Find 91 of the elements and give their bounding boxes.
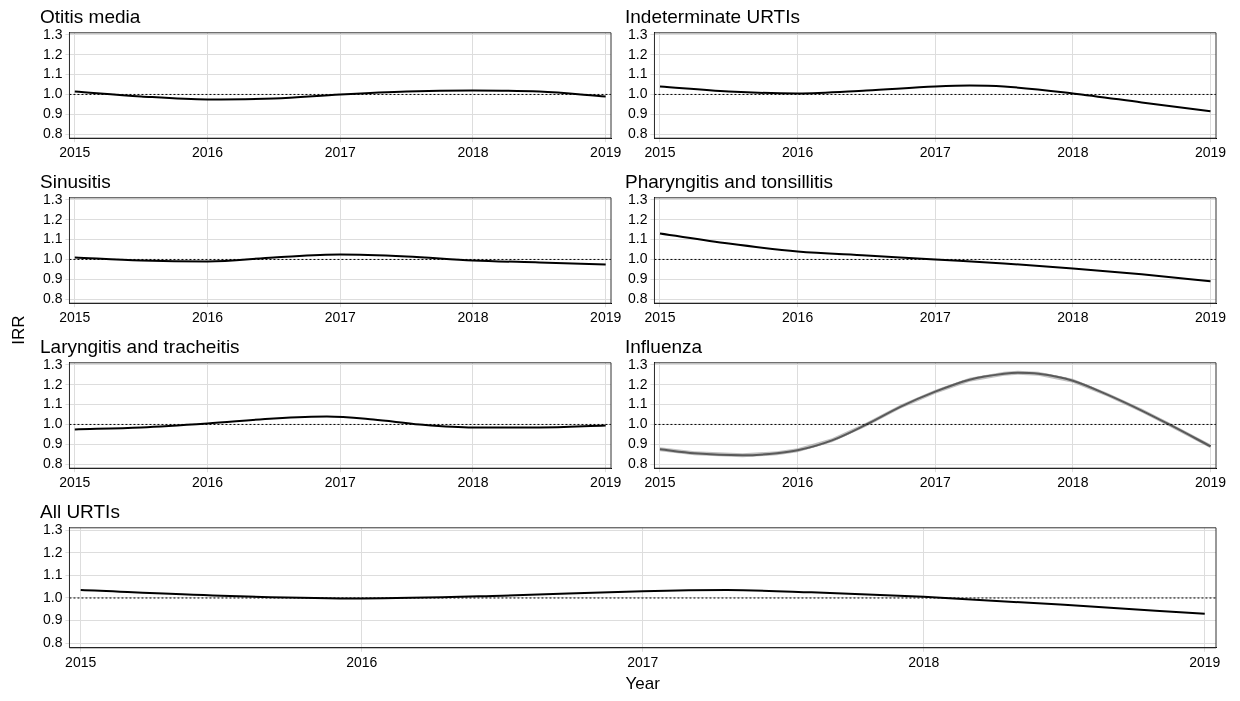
chart-title: All URTIs	[40, 500, 120, 522]
x-tick-label: 2019	[590, 144, 622, 161]
y-tick-label: 1.2	[627, 210, 648, 227]
y-tick-label: 0.9	[42, 435, 63, 452]
y-axis-title: IRR	[8, 315, 29, 345]
x-tick-label: 2018	[457, 309, 489, 326]
y-tick-label: 1.2	[42, 543, 63, 560]
x-tick-label: 2019	[590, 309, 622, 326]
line-series	[658, 232, 1212, 283]
x-tick-label: 2015	[59, 309, 91, 326]
y-tick-label: 0.9	[627, 105, 648, 122]
y-tick-label: 1.0	[627, 85, 648, 102]
y-tick-label: 1.1	[627, 65, 648, 82]
x-tick-label: 2015	[644, 144, 676, 161]
x-tick-label: 2015	[59, 474, 91, 491]
y-tick-label: 1.3	[42, 520, 63, 537]
y-tick-label: 1.3	[42, 190, 63, 207]
y-tick-label: 1.0	[42, 250, 63, 267]
y-tick-label: 1.0	[42, 415, 63, 432]
x-tick-label: 2017	[324, 309, 357, 326]
y-tick-label: 1.0	[42, 85, 63, 102]
y-tick-label: 1.1	[42, 566, 63, 583]
x-tick-label: 2018	[1057, 309, 1089, 326]
chart-title: Pharyngitis and tonsillitis	[625, 170, 834, 192]
y-tick-label: 1.3	[627, 25, 648, 42]
y-tick-label: 0.8	[627, 290, 648, 307]
line-series	[73, 415, 607, 431]
y-tick-label: 1.0	[627, 415, 648, 432]
y-tick-label: 1.1	[627, 395, 648, 412]
chart-title: Sinusitis	[40, 170, 111, 192]
y-tick-label: 1.3	[627, 190, 648, 207]
y-tick-label: 1.2	[42, 375, 63, 392]
y-tick-label: 1.3	[627, 355, 648, 372]
x-tick-label: 2015	[65, 654, 97, 671]
y-tick-label: 1.1	[627, 230, 648, 247]
y-tick-label: 0.9	[42, 105, 63, 122]
x-tick-label: 2015	[644, 309, 676, 326]
y-tick-label: 0.9	[42, 611, 63, 628]
chart-title: Indeterminate URTIs	[625, 5, 800, 27]
x-tick-label: 2016	[782, 474, 814, 491]
x-tick-label: 2018	[457, 474, 489, 491]
chart-title: Otitis media	[40, 5, 141, 27]
x-tick-label: 2016	[782, 144, 814, 161]
y-tick-label: 1.2	[627, 375, 648, 392]
y-tick-label: 1.2	[627, 45, 648, 62]
y-tick-label: 0.9	[627, 270, 648, 287]
y-tick-label: 1.3	[42, 355, 63, 372]
x-tick-label: 2017	[919, 474, 952, 491]
x-tick-label: 2017	[919, 309, 952, 326]
x-tick-label: 2016	[191, 144, 224, 161]
line-series	[73, 253, 607, 266]
y-tick-label: 0.8	[42, 634, 63, 651]
chart-title: Influenza	[625, 335, 703, 357]
y-tick-label: 1.0	[42, 588, 63, 605]
x-tick-label: 2017	[627, 654, 659, 671]
y-tick-label: 1.2	[42, 45, 63, 62]
y-tick-label: 1.2	[42, 210, 63, 227]
y-tick-label: 0.8	[42, 455, 63, 472]
x-tick-label: 2016	[191, 309, 224, 326]
y-tick-label: 1.1	[42, 230, 63, 247]
x-tick-label: 2017	[919, 144, 952, 161]
x-tick-label: 2018	[1057, 144, 1089, 161]
y-tick-label: 0.9	[42, 270, 63, 287]
x-tick-label: 2017	[324, 474, 357, 491]
x-tick-label: 2016	[346, 654, 378, 671]
line-series	[73, 89, 607, 101]
y-tick-label: 1.1	[42, 395, 63, 412]
chart-title: Laryngitis and tracheitis	[40, 335, 240, 357]
y-tick-label: 0.9	[627, 435, 648, 452]
x-tick-label: 2018	[908, 654, 940, 671]
x-tick-label: 2016	[191, 474, 224, 491]
y-tick-label: 1.3	[42, 25, 63, 42]
y-tick-label: 1.1	[42, 65, 63, 82]
x-tick-label: 2016	[782, 309, 814, 326]
x-tick-label: 2019	[1189, 654, 1221, 671]
x-tick-label: 2015	[59, 144, 91, 161]
x-tick-label: 2015	[644, 474, 676, 491]
y-tick-label: 1.0	[627, 250, 648, 267]
x-tick-label: 2017	[324, 144, 357, 161]
x-axis-title: Year	[625, 674, 661, 694]
y-tick-label: 0.8	[42, 290, 63, 307]
line-series	[658, 84, 1212, 113]
x-tick-label: 2018	[1057, 474, 1089, 491]
x-tick-label: 2019	[590, 474, 622, 491]
y-tick-label: 0.8	[627, 455, 648, 472]
x-tick-label: 2019	[1194, 474, 1227, 491]
x-tick-label: 2019	[1194, 144, 1227, 161]
x-tick-label: 2019	[1194, 309, 1227, 326]
y-tick-label: 0.8	[42, 125, 63, 142]
x-tick-label: 2018	[457, 144, 489, 161]
y-tick-label: 0.8	[627, 125, 648, 142]
